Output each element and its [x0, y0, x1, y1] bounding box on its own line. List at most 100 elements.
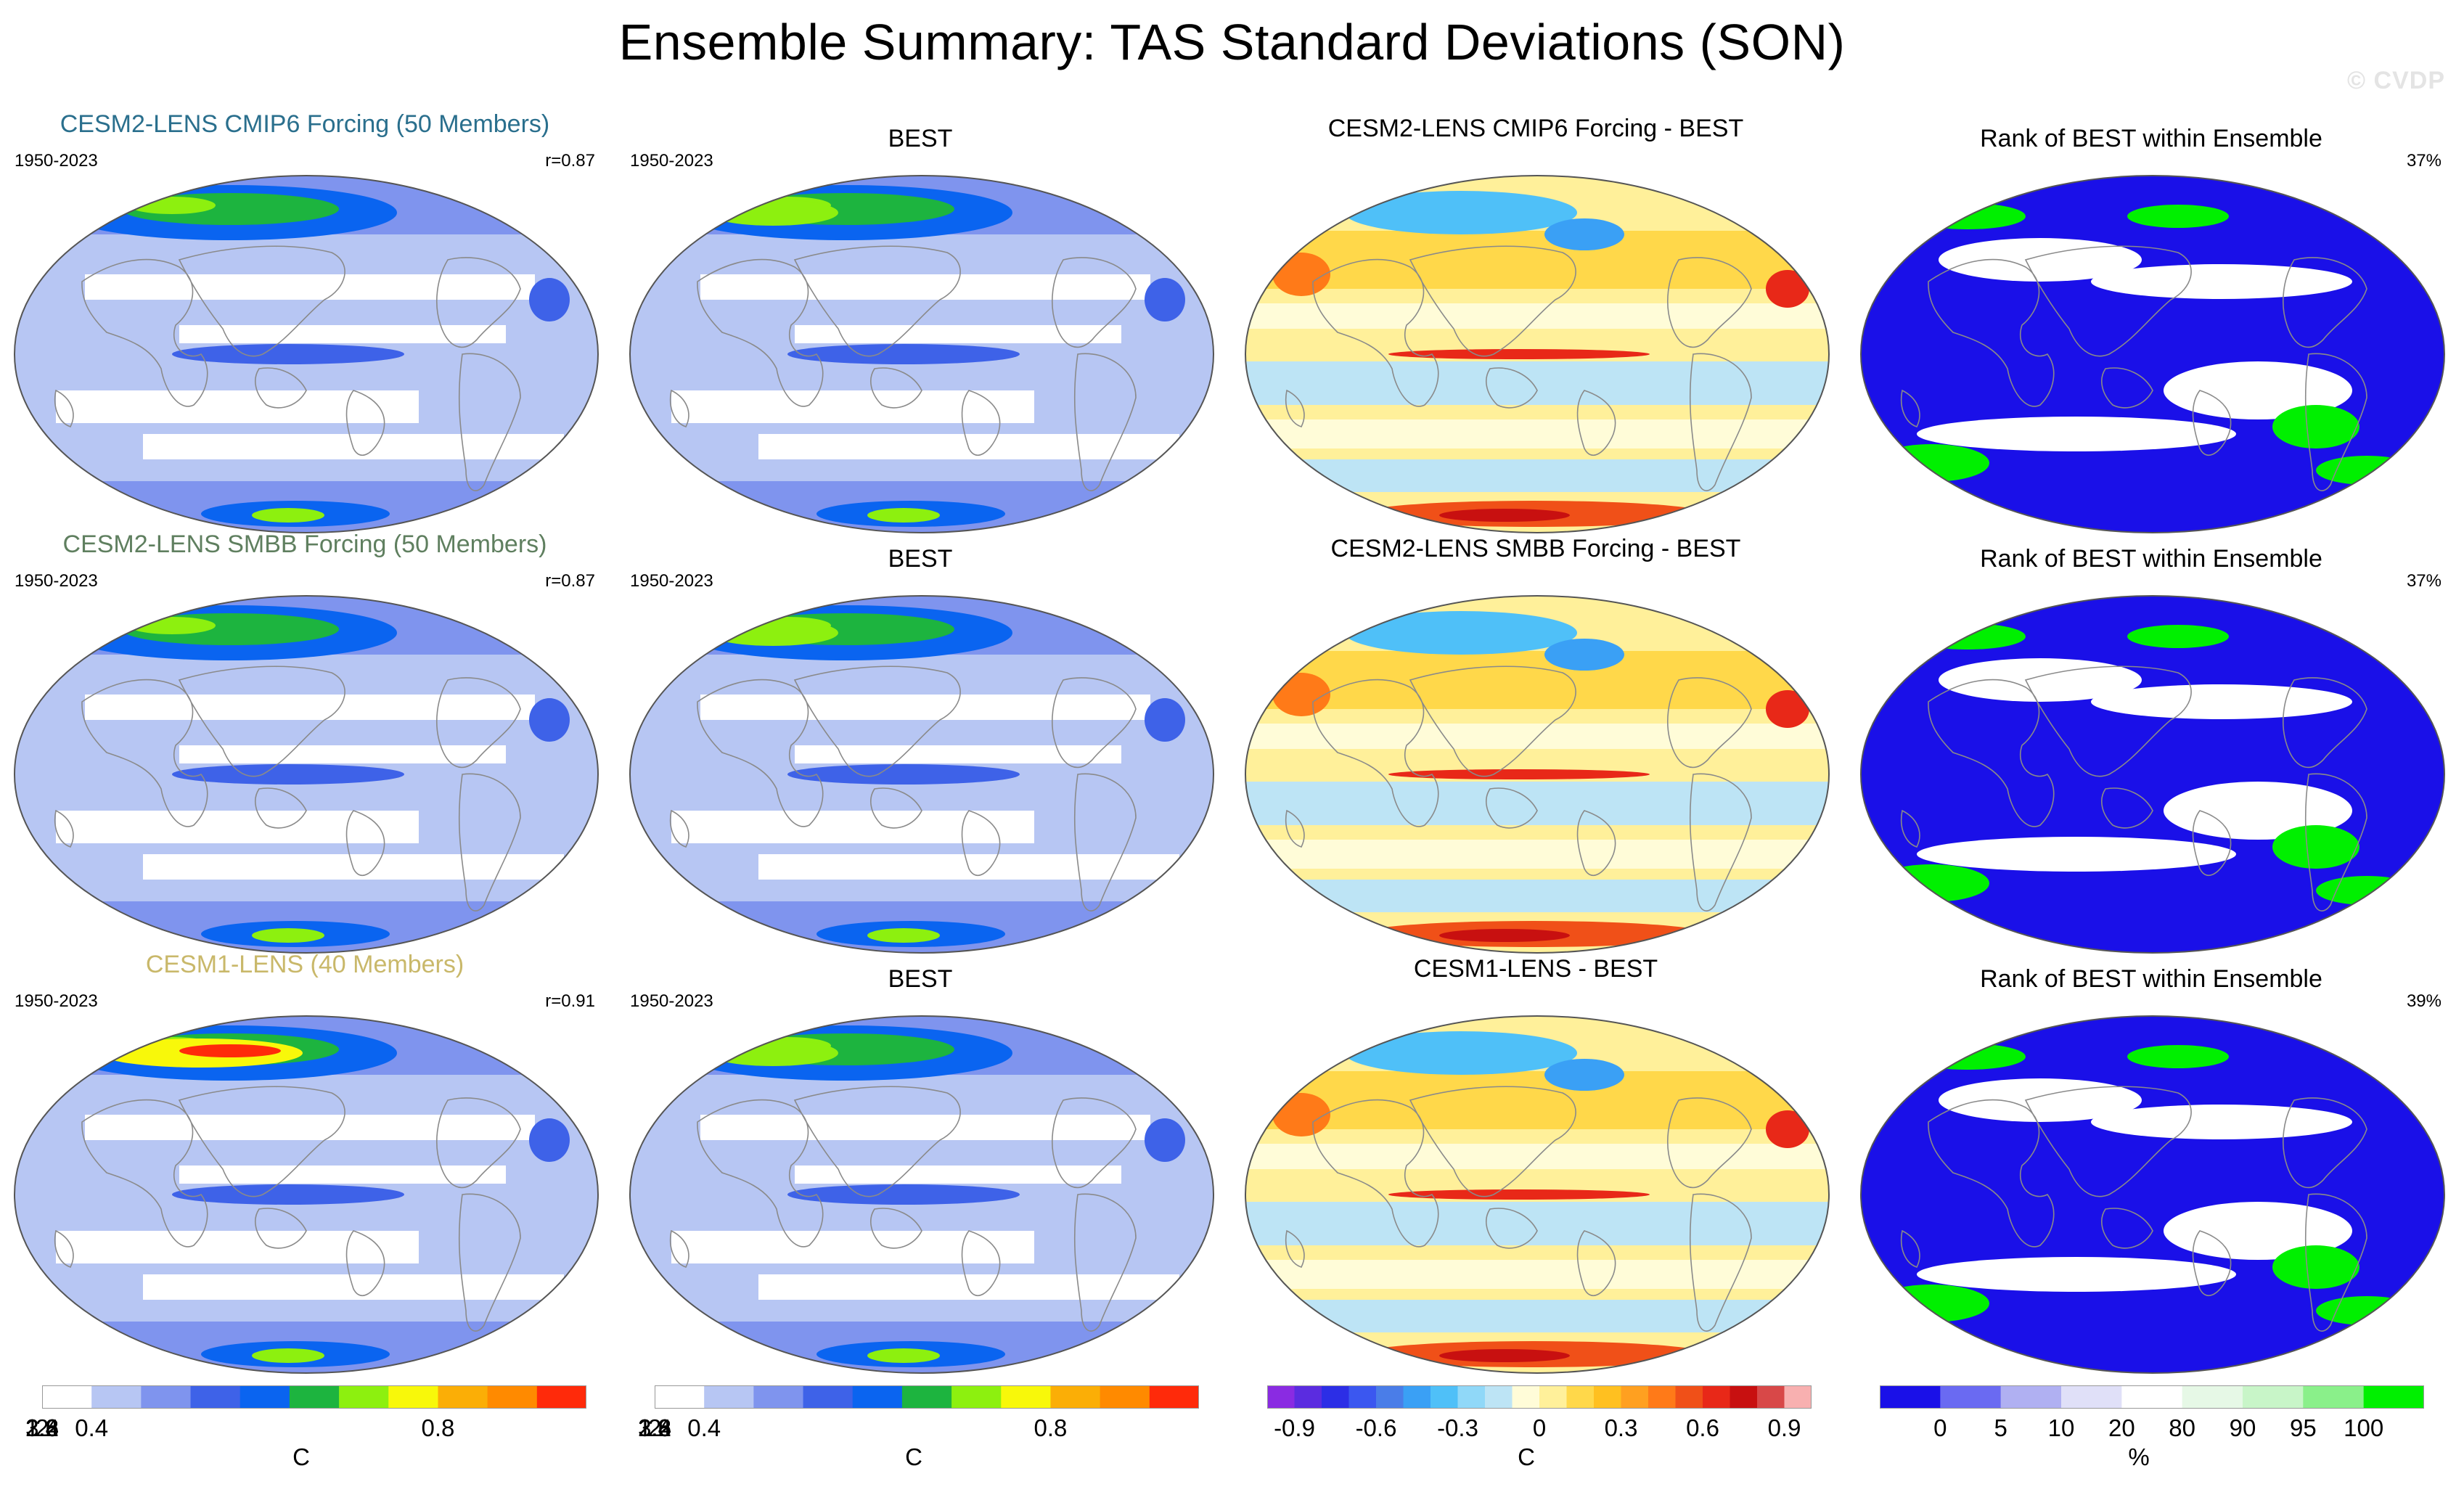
colorbar-tick-label: 3.2 — [25, 1414, 59, 1441]
colorbar-swatch — [1880, 1385, 1941, 1409]
coastline — [1667, 1097, 1752, 1189]
coastline — [1576, 390, 1616, 456]
coastline — [1285, 809, 1305, 848]
panel-title: CESM1-LENS (40 Members) — [145, 951, 464, 978]
panel-obs-row3: BEST 1950-2023 — [615, 955, 1225, 1376]
colorbar-tick-labels: 0 5 10 20 80 90 95 100 — [1880, 1414, 2424, 1443]
coastline — [1409, 665, 1576, 777]
arctic-negative-core — [1544, 218, 1624, 250]
low-band — [671, 1231, 1034, 1263]
coastline — [1928, 679, 2055, 827]
antarctic-core — [1439, 1349, 1570, 1362]
arctic-negative — [1345, 611, 1577, 655]
coastline — [2192, 810, 2232, 877]
rank-percentage: 37% — [2406, 151, 2442, 171]
colorbar-tick-label: 90 — [2229, 1414, 2256, 1441]
colorbar-swatch — [388, 1385, 438, 1409]
atlantic-positive — [1766, 690, 1809, 728]
period-label: 1950-2023 — [15, 571, 98, 591]
coastline — [178, 1086, 345, 1197]
rank-percentage: 39% — [2406, 991, 2442, 1011]
coastline — [1052, 1097, 1137, 1189]
coastline — [2192, 1230, 2232, 1297]
panel-obs-row2: BEST 1950-2023 — [615, 535, 1225, 956]
antarctic-peak — [252, 1348, 324, 1363]
coastline — [1409, 1086, 1576, 1197]
obs-map — [629, 175, 1214, 533]
colorbar-tick-label: 2 — [35, 1414, 49, 1441]
colorbar-frame — [1880, 1385, 2424, 1409]
negative-band — [1245, 1300, 1829, 1332]
colorbar-swatch — [901, 1385, 952, 1409]
colorbar-swatch — [1001, 1385, 1051, 1409]
colorbar-swatch — [2243, 1385, 2304, 1409]
colorbar-tick-label: 80 — [2169, 1414, 2196, 1441]
colorbar-swatch — [951, 1385, 1002, 1409]
colorbar-swatch — [1594, 1385, 1621, 1409]
near-zero-band — [1245, 419, 1829, 448]
pattern-correlation: r=0.91 — [545, 991, 595, 1011]
arctic-negative — [1345, 191, 1577, 234]
low-band — [56, 811, 419, 843]
coastline — [870, 787, 922, 829]
coastline — [1052, 677, 1137, 769]
panel-rank-row2: Rank of BEST within Ensemble 37% — [1846, 535, 2456, 956]
arctic-negative-core — [1544, 639, 1624, 671]
coastline — [670, 389, 689, 427]
colorbar-tick-label: 3.2 — [638, 1414, 671, 1441]
map-outline — [629, 175, 1214, 533]
mid-rank — [1917, 837, 2236, 872]
colorbar-rank: 0 5 10 20 80 90 95 100% — [1880, 1385, 2424, 1487]
mid-rank — [2164, 1202, 2352, 1260]
mid-rank — [2164, 361, 2352, 419]
low-band — [700, 274, 1150, 300]
coastline — [870, 367, 922, 409]
colorbar-std-obs: 0.4 0.8 1.2 1.6 2 2.4 2.8 3.2 C — [638, 1385, 1199, 1487]
negative-band — [1245, 459, 1829, 492]
low-band — [85, 1115, 535, 1140]
high-rank — [2127, 205, 2229, 228]
low-band — [795, 325, 1121, 343]
colorbar-swatch — [1621, 1385, 1649, 1409]
rank-map — [1860, 175, 2445, 533]
equatorial-pacific — [172, 344, 404, 364]
colorbar-swatch — [1485, 1385, 1513, 1409]
coastline — [1073, 773, 1137, 912]
coastline — [345, 390, 385, 456]
colorbar-frame — [42, 1385, 586, 1409]
model-map — [14, 175, 599, 533]
map-outline — [1860, 595, 2445, 954]
coastline — [1285, 1229, 1305, 1268]
colorbar-swatch — [1703, 1385, 1730, 1409]
colorbar-swatch — [1675, 1385, 1703, 1409]
map-outline — [14, 175, 599, 533]
positive-band — [1245, 231, 1829, 289]
positive-band — [1245, 651, 1829, 709]
colorbar-swatches — [1267, 1385, 1812, 1409]
colorbar-swatch — [1730, 1385, 1758, 1409]
model-map — [14, 1015, 599, 1374]
coastline — [345, 1230, 385, 1297]
atlantic-positive — [1766, 1110, 1809, 1148]
colorbar-swatch — [1149, 1385, 1199, 1409]
colorbar-swatch — [1648, 1385, 1676, 1409]
colorbar-swatch — [1940, 1385, 2002, 1409]
panel-title: CESM2-LENS SMBB Forcing (50 Members) — [62, 531, 547, 558]
panel-diff-row3: CESM1-LENS - BEST — [1231, 955, 1841, 1376]
rank-percentage: 37% — [2406, 571, 2442, 591]
coastline — [1928, 1099, 2055, 1248]
coastline — [2304, 773, 2367, 912]
colorbar-tick-label: 1.2 — [25, 1414, 59, 1441]
period-label: 1950-2023 — [630, 991, 713, 1011]
low-band — [671, 811, 1034, 843]
low-band — [795, 745, 1121, 763]
figure-title: Ensemble Summary: TAS Standard Deviation… — [618, 14, 1846, 70]
coastline — [1486, 1208, 1538, 1249]
colorbar-tick-label: 1.6 — [25, 1414, 59, 1441]
coastline — [670, 1229, 689, 1268]
high-rank — [2272, 825, 2359, 869]
coastline — [1312, 258, 1439, 407]
map-outline — [1860, 175, 2445, 533]
north-america-max — [1145, 698, 1185, 742]
coastline — [1073, 1193, 1137, 1332]
